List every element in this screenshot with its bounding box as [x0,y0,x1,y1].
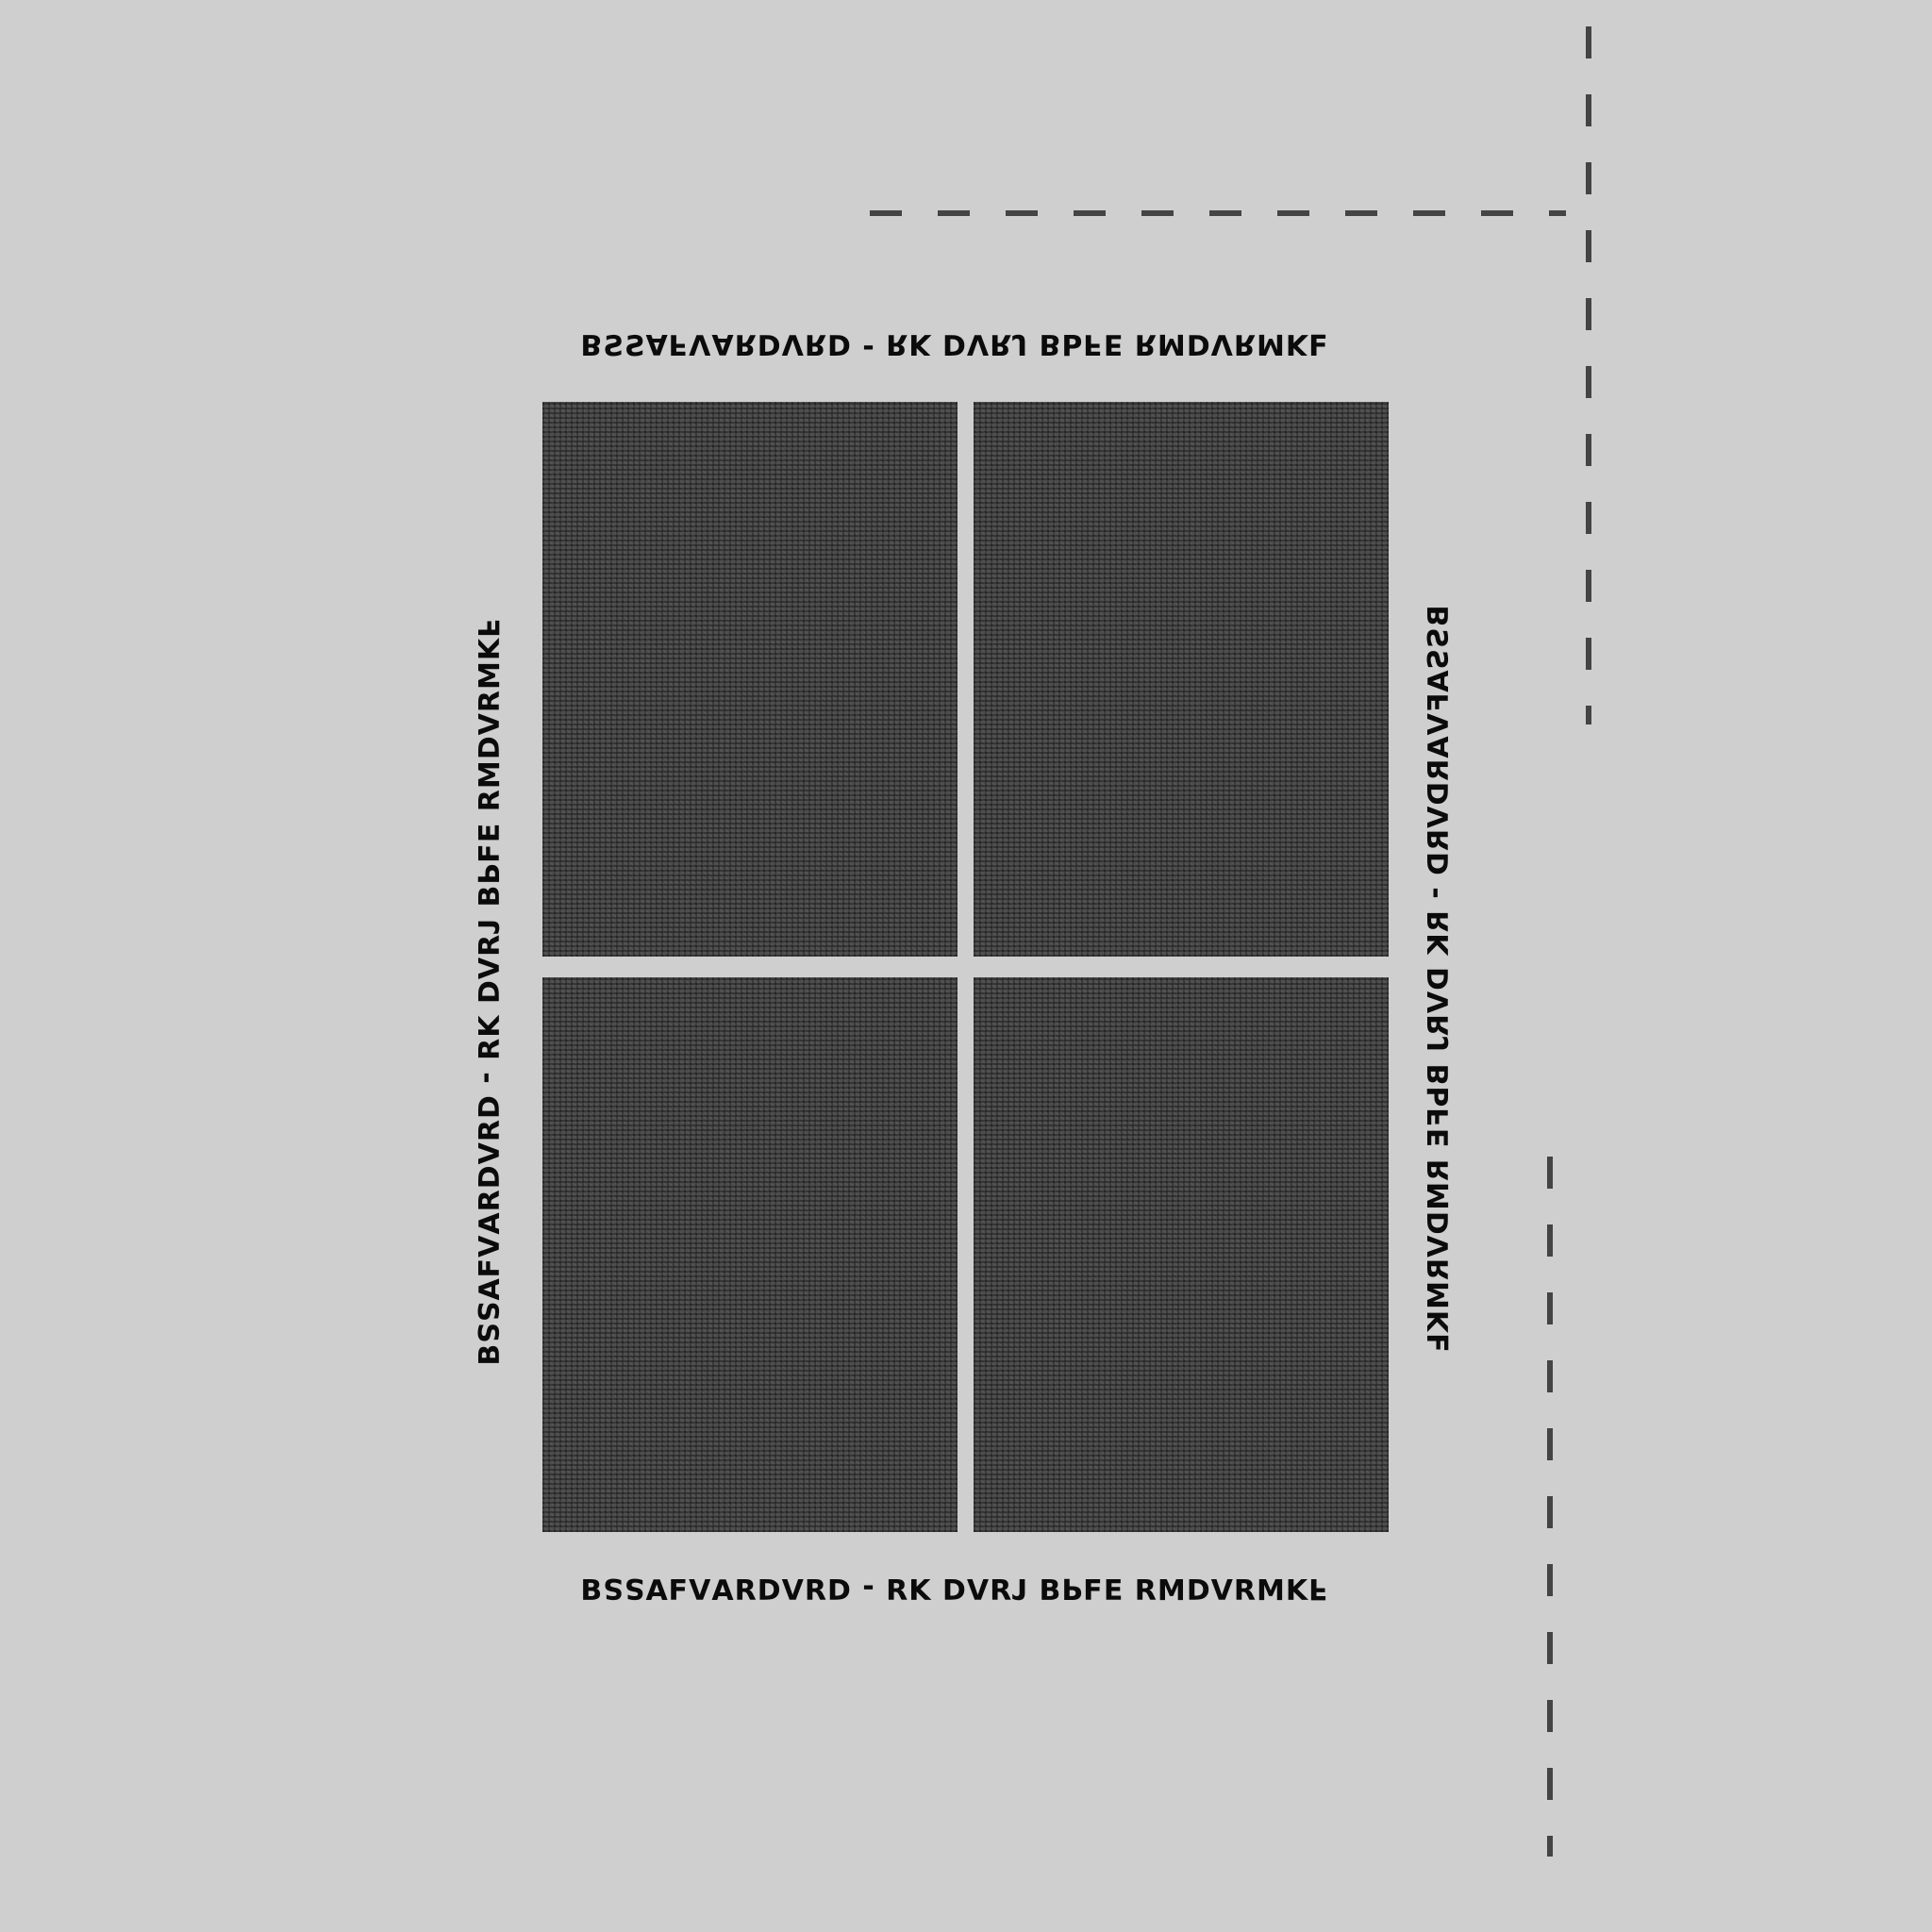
panel-top-right [974,402,1389,957]
caption-left: ꟻꓘꟽꓤꓥꓷꟽꓤ ꓱꓞꟼꓭ ꓩꓤꓥꓷ ꓘꓤ - ꓷꓤꓥꓷꓤꓯꓥꓞꓯꓢꓢꓭ [471,618,504,1367]
caption-bottom: ꟻꓘꟽꓤꓥꓷꟽꓤ ꓱꓞꟼꓭ ꓩꓤꓥꓷ ꓘꓤ - ꓷꓤꓥꓷꓤꓯꓥꓞꓯꓢꓢꓭ [579,1572,1328,1605]
caption-top: ꟻꓘꟽꓤꓥꓷꟽꓤ ꓱꓞꟼꓭ ꓩꓤꓥꓷ ꓘꓤ - ꓷꓤꓥꓷꓤꓯꓥꓞꓯꓢꓢꓭ [579,330,1328,363]
panel-bottom-left [542,977,958,1532]
caption-right: ꟻꓘꟽꓤꓥꓷꟽꓤ ꓱꓞꟼꓭ ꓩꓤꓥꓷ ꓘꓤ - ꓷꓤꓥꓷꓤꓯꓥꓞꓯꓢꓢꓭ [1420,604,1453,1353]
panel-top-left [542,402,958,957]
panel-bottom-right [974,977,1389,1532]
